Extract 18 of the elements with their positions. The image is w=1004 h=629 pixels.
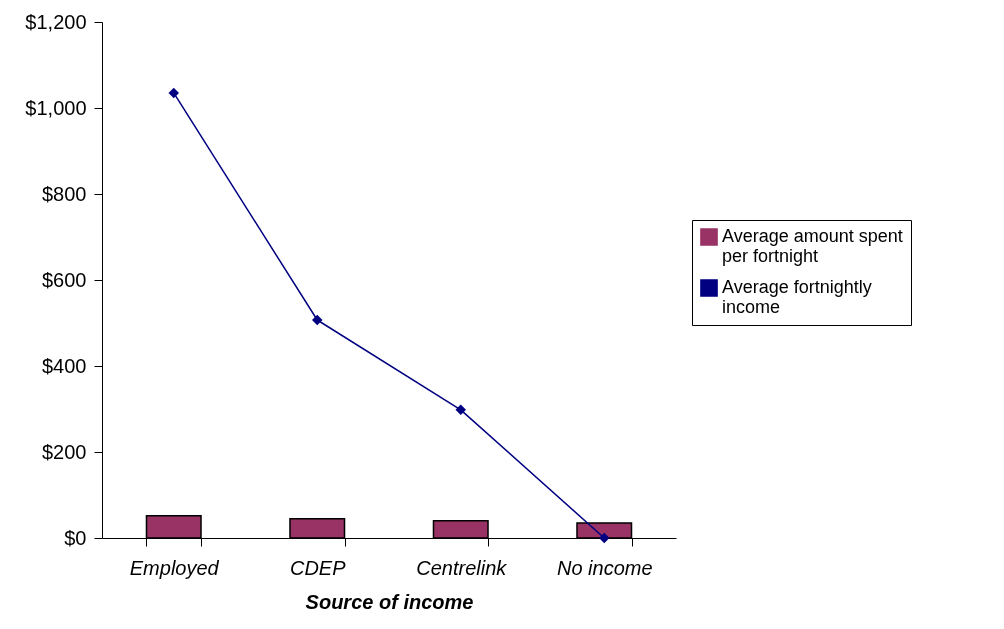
y-tick-label: $600 — [42, 268, 87, 291]
x-tick-label: Employed — [129, 556, 220, 579]
y-tick-label: $800 — [42, 182, 87, 205]
y-tick-label: $0 — [64, 526, 87, 549]
y-tick-label: $1,200 — [25, 10, 87, 33]
x-tick-label: Centrelink — [416, 556, 508, 579]
y-tick-label: $200 — [42, 440, 87, 463]
legend-label: Average amount spent per fortnight — [722, 226, 903, 266]
x-tick-label: No income — [556, 556, 653, 579]
y-tick-label: $400 — [42, 354, 87, 377]
y-tick-label: $1,000 — [25, 96, 87, 119]
x-tick-label: CDEP — [289, 556, 347, 579]
point — [599, 532, 610, 544]
point — [312, 314, 323, 326]
x-axis-title: Source of income — [305, 590, 474, 613]
point — [168, 87, 179, 99]
legend-label: Average fortnightly income — [722, 277, 872, 317]
point — [455, 404, 466, 416]
